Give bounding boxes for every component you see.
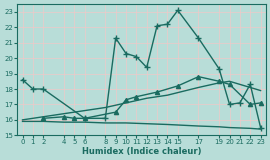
X-axis label: Humidex (Indice chaleur): Humidex (Indice chaleur) xyxy=(82,147,201,156)
